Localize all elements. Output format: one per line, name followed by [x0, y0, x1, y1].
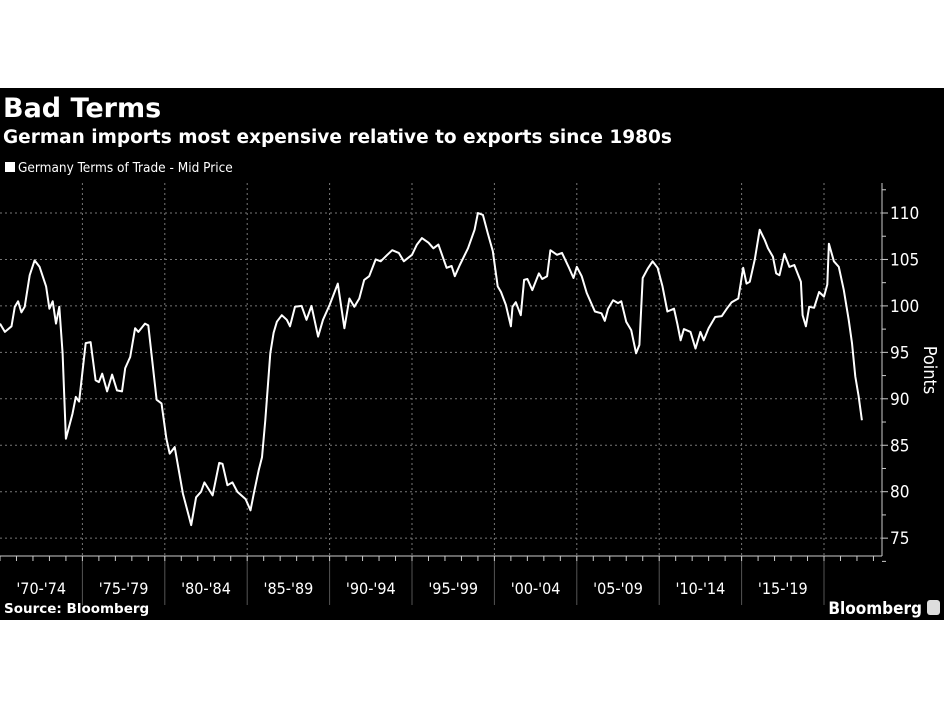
- y-tick-label: 100: [890, 297, 919, 317]
- x-tick-label: '10-'14: [676, 579, 726, 598]
- chart-background: [0, 88, 944, 620]
- x-tick-label: '15-'19: [758, 579, 808, 598]
- legend: Germany Terms of Trade - Mid Price: [5, 160, 233, 176]
- x-tick-label: '95-'99: [428, 579, 478, 598]
- axes: 75 80 85 90 95 100 105 110 '70-'74 '75-'79 '80-'84…: [0, 183, 919, 605]
- x-tick-label: '80-'84: [181, 579, 231, 598]
- legend-label: Germany Terms of Trade - Mid Price: [18, 160, 233, 176]
- y-tick-label: 110: [890, 204, 919, 224]
- series-line-terms-of-trade: [0, 212, 863, 527]
- y-tick-label: 95: [890, 343, 909, 363]
- y-tick-label: 85: [890, 436, 909, 456]
- brand-wordmark: Bloomberg: [828, 599, 922, 619]
- x-tick-label: '00-'04: [511, 579, 561, 598]
- legend-swatch: [5, 162, 15, 172]
- bloomberg-logo: Bloomberg: [828, 599, 940, 619]
- y-tick-label: 105: [890, 250, 919, 270]
- x-tick-label: '85-'89: [264, 579, 314, 598]
- y-axis-label: Points: [919, 346, 940, 395]
- chart-subtitle: German imports most expensive relative t…: [3, 127, 672, 148]
- y-tick-label: 80: [890, 483, 909, 503]
- source-note: Source: Bloomberg: [4, 601, 149, 617]
- x-tick-label: '70-'74: [16, 579, 66, 598]
- bloomberg-chart-icon: [927, 600, 940, 615]
- x-tick-label: '75-'79: [99, 579, 149, 598]
- chart-title: Bad Terms: [3, 93, 161, 124]
- x-tick-label: '90-'94: [346, 579, 396, 598]
- x-tick-label: '05-'09: [593, 579, 643, 598]
- y-tick-label: 75: [890, 529, 909, 549]
- y-tick-label: 90: [890, 390, 909, 410]
